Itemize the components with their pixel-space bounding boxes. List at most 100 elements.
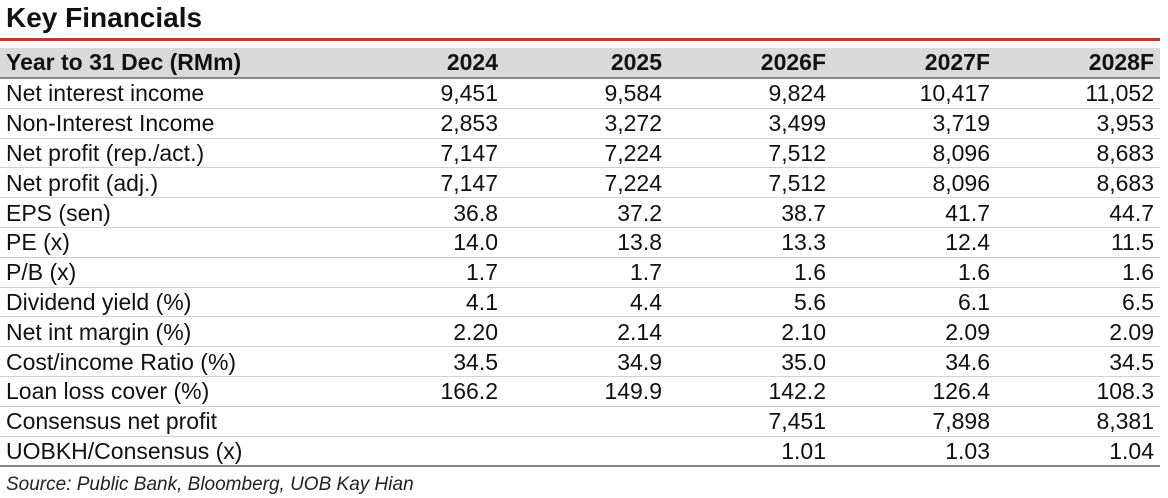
value-cell: 7,147: [340, 138, 504, 169]
value-cell: 149.9: [504, 376, 668, 407]
value-cell: 1.04: [996, 436, 1160, 468]
row-label: Consensus net profit: [0, 406, 340, 437]
row-label: Loan loss cover (%): [0, 376, 340, 407]
table-row: Loan loss cover (%) 166.2 149.9 142.2 126.4 1…: [0, 376, 1160, 407]
table-row: Consensus net profit 7,451 7,898 8,381: [0, 406, 1160, 437]
value-cell: 8,381: [996, 406, 1160, 437]
value-cell: 37.2: [504, 197, 668, 228]
value-cell: 11,052: [996, 78, 1160, 109]
value-cell: 7,147: [340, 167, 504, 199]
value-cell: 4.1: [340, 287, 504, 318]
header-cell-year: 2027F: [832, 48, 996, 79]
value-cell: [340, 436, 504, 468]
value-cell: 7,898: [832, 406, 996, 437]
row-label: Cost/income Ratio (%): [0, 346, 340, 377]
value-cell: 166.2: [340, 376, 504, 407]
value-cell: 2.14: [504, 316, 668, 348]
value-cell: 9,824: [668, 78, 832, 109]
table-row: PE (x) 14.0 13.8 13.3 12.4 11.5: [0, 227, 1160, 258]
value-cell: 36.8: [340, 197, 504, 228]
value-cell: 38.7: [668, 197, 832, 228]
value-cell: 1.03: [832, 436, 996, 468]
value-cell: 1.6: [668, 257, 832, 288]
value-cell: 7,224: [504, 138, 668, 169]
value-cell: 3,953: [996, 108, 1160, 139]
table-row: Cost/income Ratio (%) 34.5 34.9 35.0 34.6 34.…: [0, 346, 1160, 377]
value-cell: 10,417: [832, 78, 996, 109]
table-row: UOBKH/Consensus (x) 1.01 1.03 1.04: [0, 436, 1160, 468]
value-cell: 7,451: [668, 406, 832, 437]
value-cell: 142.2: [668, 376, 832, 407]
title-underline: [0, 38, 1160, 41]
value-cell: 7,224: [504, 167, 668, 199]
value-cell: 11.5: [996, 227, 1160, 258]
row-label: EPS (sen): [0, 197, 340, 228]
header-cell-label: Year to 31 Dec (RMm): [0, 48, 340, 79]
section-title: Key Financials: [6, 2, 203, 33]
value-cell: 1.01: [668, 436, 832, 468]
value-cell: 108.3: [996, 376, 1160, 407]
header-cell-year: 2026F: [668, 48, 832, 79]
value-cell: 44.7: [996, 197, 1160, 228]
value-cell: 14.0: [340, 227, 504, 258]
value-cell: 3,499: [668, 108, 832, 139]
row-label: UOBKH/Consensus (x): [0, 436, 340, 468]
header-cell-year: 2025: [504, 48, 668, 79]
value-cell: 12.4: [832, 227, 996, 258]
value-cell: 13.3: [668, 227, 832, 258]
value-cell: 2,853: [340, 108, 504, 139]
value-cell: 3,272: [504, 108, 668, 139]
table-row: P/B (x) 1.7 1.7 1.6 1.6 1.6: [0, 257, 1160, 288]
row-label: Dividend yield (%): [0, 287, 340, 318]
table-row: EPS (sen) 36.8 37.2 38.7 41.7 44.7: [0, 197, 1160, 228]
value-cell: 13.8: [504, 227, 668, 258]
header-cell-year: 2028F: [996, 48, 1160, 79]
value-cell: 1.6: [996, 257, 1160, 288]
value-cell: 3,719: [832, 108, 996, 139]
value-cell: 8,683: [996, 167, 1160, 199]
value-cell: 7,512: [668, 167, 832, 199]
row-label: Non-Interest Income: [0, 108, 340, 139]
value-cell: 1.6: [832, 257, 996, 288]
value-cell: 8,096: [832, 167, 996, 199]
value-cell: 9,451: [340, 78, 504, 109]
value-cell: 6.5: [996, 287, 1160, 318]
header-cell-year: 2024: [340, 48, 504, 79]
value-cell: 1.7: [504, 257, 668, 288]
table-row: Net profit (rep./act.) 7,147 7,224 7,512 8,0…: [0, 138, 1160, 169]
table-header-row: Year to 31 Dec (RMm) 2024 2025 2026F 202…: [0, 48, 1160, 79]
value-cell: 34.6: [832, 346, 996, 377]
value-cell: 34.5: [340, 346, 504, 377]
value-cell: 35.0: [668, 346, 832, 377]
financials-table: Year to 31 Dec (RMm) 2024 2025 2026F 202…: [0, 48, 1160, 468]
value-cell: [340, 406, 504, 437]
table-row: Dividend yield (%) 4.1 4.4 5.6 6.1 6.5: [0, 287, 1160, 318]
row-label: Net interest income: [0, 78, 340, 109]
value-cell: [504, 436, 668, 468]
value-cell: 8,683: [996, 138, 1160, 169]
value-cell: 34.9: [504, 346, 668, 377]
table-row: Non-Interest Income 2,853 3,272 3,499 3,719 3…: [0, 108, 1160, 139]
value-cell: 4.4: [504, 287, 668, 318]
value-cell: 41.7: [832, 197, 996, 228]
value-cell: 2.10: [668, 316, 832, 348]
row-label: PE (x): [0, 227, 340, 258]
value-cell: 126.4: [832, 376, 996, 407]
value-cell: 34.5: [996, 346, 1160, 377]
row-label: P/B (x): [0, 257, 340, 288]
value-cell: 2.20: [340, 316, 504, 348]
value-cell: 6.1: [832, 287, 996, 318]
value-cell: 8,096: [832, 138, 996, 169]
row-label: Net profit (rep./act.): [0, 138, 340, 169]
value-cell: 9,584: [504, 78, 668, 109]
value-cell: 1.7: [340, 257, 504, 288]
value-cell: [504, 406, 668, 437]
table-row: Net int margin (%) 2.20 2.14 2.10 2.09 2.09: [0, 316, 1160, 348]
source-note: Source: Public Bank, Bloomberg, UOB Kay …: [6, 474, 414, 495]
value-cell: 7,512: [668, 138, 832, 169]
table-row: Net profit (adj.) 7,147 7,224 7,512 8,096 8,6…: [0, 167, 1160, 199]
value-cell: 5.6: [668, 287, 832, 318]
table-row: Net interest income 9,451 9,584 9,824 10,417…: [0, 78, 1160, 109]
row-label: Net int margin (%): [0, 316, 340, 348]
